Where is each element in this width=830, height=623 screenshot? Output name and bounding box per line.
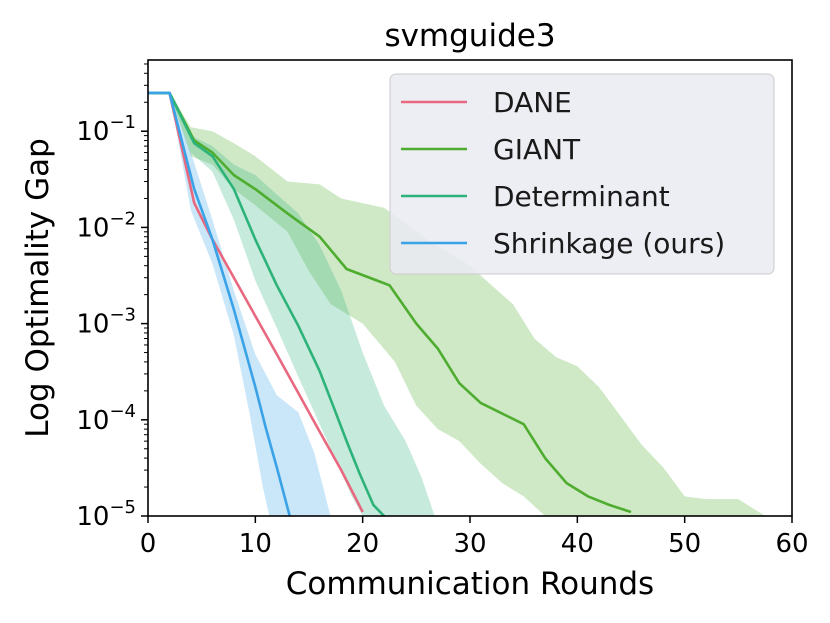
series-line-0 xyxy=(148,91,364,513)
legend-box xyxy=(389,73,775,275)
y-axis-label: Log Optimality Gap xyxy=(20,138,56,438)
x-axis-label: Communication Rounds xyxy=(286,566,654,602)
x-tick-label-1: 10 xyxy=(239,529,272,559)
series-line-1 xyxy=(148,91,632,514)
y-tick-label-3: 10−4 xyxy=(76,401,136,436)
legend-label-1: GIANT xyxy=(493,133,581,166)
x-tick-label-0: 0 xyxy=(140,529,157,559)
y-tick-label-2: 10−3 xyxy=(76,305,136,340)
y-tick-label-0: 10−1 xyxy=(76,112,136,147)
band-1 xyxy=(148,92,766,516)
legend: DANE GIANT Determinant Shrinkage (ours) xyxy=(389,73,775,275)
legend-label-0: DANE xyxy=(493,86,572,119)
y-axis: 10−1 10−2 10−3 10−4 10−5 xyxy=(76,63,148,532)
x-tick-label-3: 30 xyxy=(453,529,486,559)
legend-label-3: Shrinkage (ours) xyxy=(493,227,725,260)
x-tick-label-4: 40 xyxy=(561,529,594,559)
x-axis: 0 10 20 30 40 50 60 xyxy=(140,516,809,559)
x-tick-label-2: 20 xyxy=(346,529,379,559)
y-tick-label-4: 10−5 xyxy=(76,497,136,532)
legend-label-2: Determinant xyxy=(493,180,670,213)
y-tick-label-1: 10−2 xyxy=(76,208,136,243)
series-line-2 xyxy=(148,91,386,516)
x-tick-label-6: 60 xyxy=(775,529,808,559)
chart-title: svmguide3 xyxy=(384,18,555,54)
series-line-3 xyxy=(148,91,291,516)
band-2 xyxy=(148,92,435,516)
series-lines xyxy=(148,91,632,516)
x-tick-label-5: 50 xyxy=(668,529,701,559)
